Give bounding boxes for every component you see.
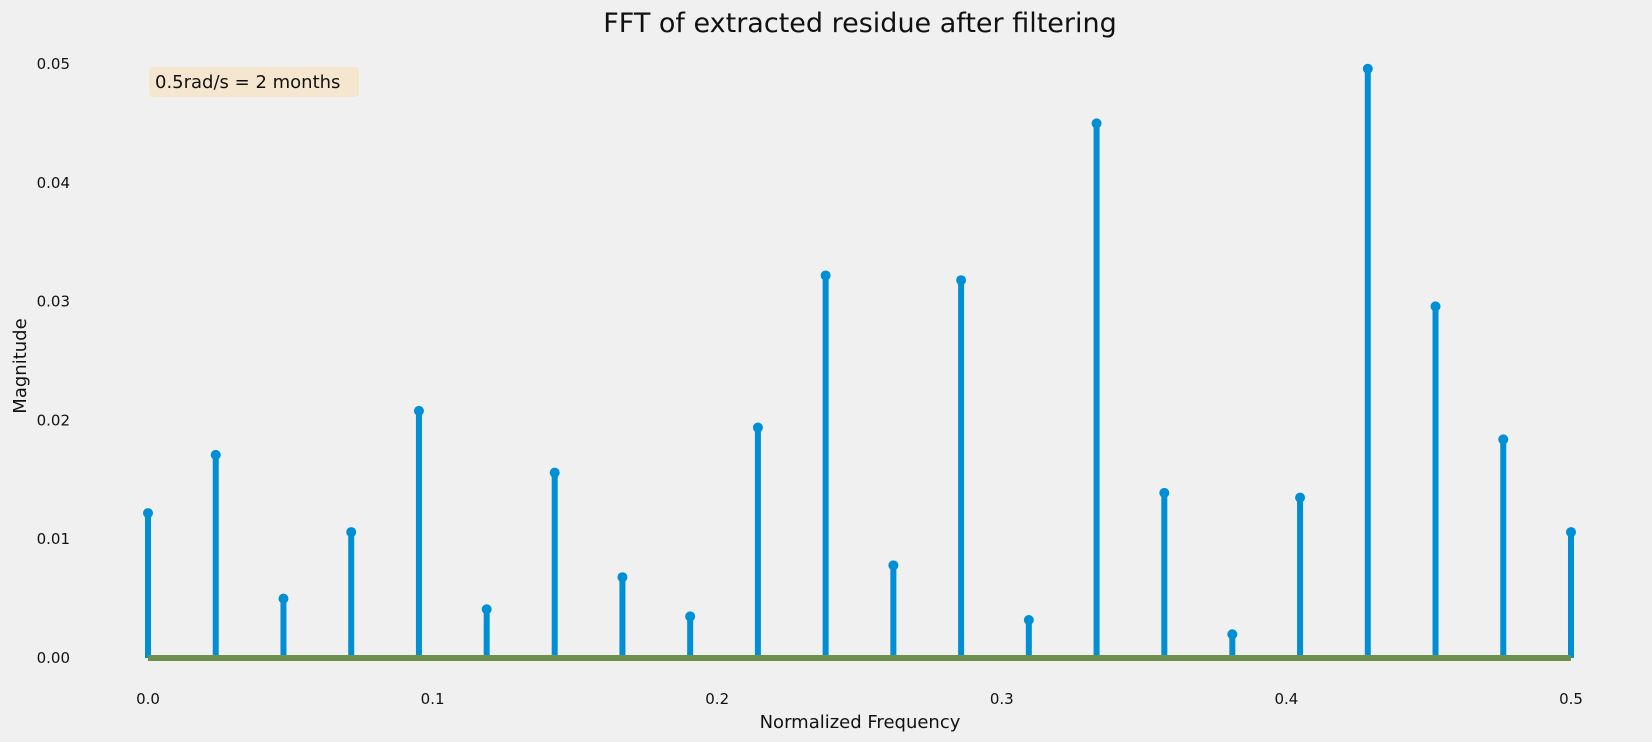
stem-marker xyxy=(956,275,967,286)
stem-marker xyxy=(1159,487,1170,498)
y-tick-label: 0.04 xyxy=(37,174,70,192)
x-tick-label: 0.5 xyxy=(1559,690,1583,708)
stem-marker xyxy=(1362,63,1373,74)
stem-marker xyxy=(1566,527,1576,538)
stem-marker xyxy=(685,611,696,622)
y-axis-ticks: 0.00 0.01 0.02 0.03 0.04 0.05 xyxy=(37,55,70,667)
stem-marker xyxy=(278,593,289,604)
stem-marker xyxy=(481,604,492,615)
y-tick-label: 0.05 xyxy=(37,55,70,73)
stem-marker xyxy=(1498,434,1509,445)
stem-marker xyxy=(143,508,153,519)
annotation-text: 0.5rad/s = 2 months xyxy=(155,72,340,93)
stem-marker xyxy=(1430,301,1441,312)
stem-marker xyxy=(413,405,424,416)
y-tick-label: 0.00 xyxy=(37,649,70,667)
stem-marker xyxy=(1023,614,1034,625)
stem-marker xyxy=(1295,492,1306,503)
x-tick-label: 0.4 xyxy=(1274,690,1298,708)
y-tick-label: 0.03 xyxy=(37,293,70,311)
stem-marker xyxy=(888,560,899,571)
stem-marker xyxy=(1091,118,1102,129)
x-tick-label: 0.3 xyxy=(990,690,1014,708)
y-axis-label: Magnitude xyxy=(10,318,31,413)
stem-marker xyxy=(820,270,831,281)
y-tick-label: 0.02 xyxy=(37,411,70,429)
annotation-background xyxy=(149,67,359,97)
stem-marker xyxy=(549,467,560,478)
x-tick-label: 0.1 xyxy=(421,690,445,708)
stem-marker xyxy=(752,422,763,433)
x-axis-ticks: 0.0 0.1 0.2 0.3 0.4 0.5 xyxy=(136,690,1583,708)
stem-marker xyxy=(617,572,628,583)
annotation-box: 0.5rad/s = 2 months xyxy=(149,67,359,97)
x-tick-label: 0.2 xyxy=(705,690,729,708)
chart-title: FFT of extracted residue after filtering xyxy=(603,8,1117,39)
x-axis-label: Normalized Frequency xyxy=(760,712,961,733)
y-tick-label: 0.01 xyxy=(37,530,70,548)
stem-marker xyxy=(346,527,357,538)
stem-marker xyxy=(210,449,221,460)
x-tick-label: 0.0 xyxy=(136,690,160,708)
stem-marker xyxy=(1227,629,1238,640)
stem-series xyxy=(143,63,1576,661)
